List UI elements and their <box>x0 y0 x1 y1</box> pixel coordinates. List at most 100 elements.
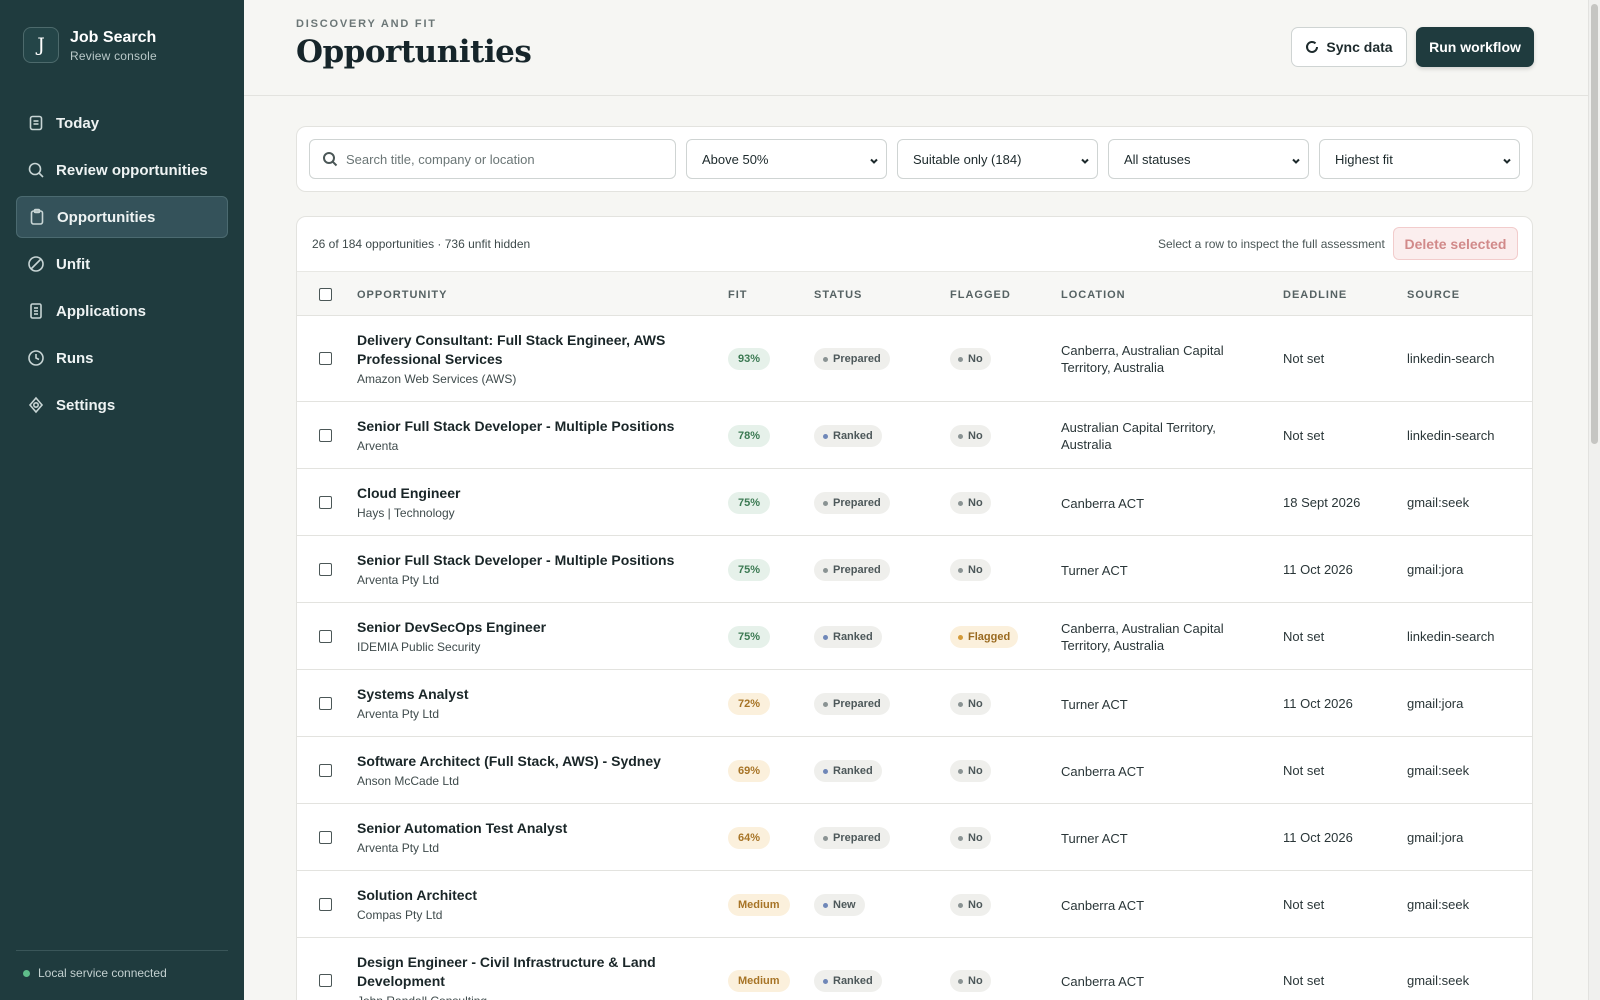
status-badge: Ranked <box>814 970 882 992</box>
status-dot-icon <box>823 978 828 984</box>
flagged-badge-label: No <box>968 975 983 987</box>
clipboard-icon <box>28 208 46 226</box>
page-scrollbar[interactable] <box>1588 0 1600 1000</box>
column-source[interactable]: SOURCE <box>1407 289 1461 301</box>
flagged-badge-label: No <box>968 899 983 911</box>
row-checkbox[interactable] <box>319 352 332 365</box>
table-row[interactable]: Senior DevSecOps Engineer IDEMIA Public S… <box>297 603 1532 670</box>
status-dot-icon <box>823 567 828 573</box>
column-fit[interactable]: FIT <box>728 289 748 301</box>
opportunity-title: Cloud Engineer <box>357 485 461 501</box>
calendar-icon <box>27 114 45 132</box>
flag-dot-icon <box>958 768 963 774</box>
location-cell: Canberra ACT <box>1061 974 1145 989</box>
row-checkbox[interactable] <box>319 831 332 844</box>
table-row[interactable]: Delivery Consultant: Full Stack Engineer… <box>297 316 1532 402</box>
flag-dot-icon <box>958 701 963 707</box>
flag-dot-icon <box>958 356 963 362</box>
search-input[interactable] <box>346 151 666 167</box>
table-header: OPPORTUNITY FIT STATUS FLAGGED LOCATION … <box>297 271 1532 316</box>
document-icon <box>27 302 45 320</box>
select-all-checkbox[interactable] <box>319 288 332 301</box>
status-dot-icon <box>823 701 828 707</box>
row-checkbox[interactable] <box>319 630 332 643</box>
status-badge-label: Ranked <box>833 430 873 442</box>
brand-title: Job Search <box>70 28 157 46</box>
row-checkbox[interactable] <box>319 974 332 987</box>
deadline-cell: 11 Oct 2026 <box>1283 696 1353 711</box>
service-status-text: Local service connected <box>38 966 167 980</box>
opportunity-title: Solution Architect <box>357 887 478 903</box>
suitability-value: Suitable only (184) <box>913 151 1022 167</box>
row-checkbox[interactable] <box>319 697 332 710</box>
status-badge: Ranked <box>814 626 882 648</box>
column-location[interactable]: LOCATION <box>1061 289 1126 301</box>
column-flagged[interactable]: FLAGGED <box>950 289 1011 301</box>
service-status: Local service connected <box>23 951 228 980</box>
sidebar-item-settings[interactable]: Settings <box>16 384 228 426</box>
opportunity-cell: Senior Full Stack Developer - Multiple P… <box>357 551 677 588</box>
sidebar-item-unfit[interactable]: Unfit <box>16 243 228 285</box>
opportunity-title: Senior DevSecOps Engineer <box>357 619 547 635</box>
flagged-badge-label: No <box>968 765 983 777</box>
fit-badge: Medium <box>728 894 790 916</box>
opportunity-cell: Design Engineer - Civil Infrastructure &… <box>357 953 677 1000</box>
sidebar-item-opportunities[interactable]: Opportunities <box>16 196 228 238</box>
table-row[interactable]: Senior Full Stack Developer - Multiple P… <box>297 536 1532 603</box>
fit-threshold-value: Above 50% <box>702 151 769 167</box>
flag-dot-icon <box>958 835 963 841</box>
column-status[interactable]: STATUS <box>814 289 863 301</box>
table-row[interactable]: Software Architect (Full Stack, AWS) - S… <box>297 737 1532 804</box>
table-row[interactable]: Design Engineer - Civil Infrastructure &… <box>297 938 1532 1000</box>
status-select[interactable]: All statuses <box>1108 139 1309 179</box>
location-cell: Turner ACT <box>1061 831 1128 846</box>
flagged-badge: No <box>950 559 991 581</box>
search-box[interactable] <box>309 139 676 179</box>
opportunity-company: Arventa <box>357 439 399 453</box>
table-row[interactable]: Solution Architect Compas Pty Ltd Medium Ne… <box>297 871 1532 938</box>
sidebar-nav: Today Review opportunities Opportunities… <box>16 102 228 431</box>
deadline-cell: Not set <box>1283 973 1325 988</box>
sidebar: J Job Search Review console Today Review… <box>0 0 244 1000</box>
table-row[interactable]: Cloud Engineer Hays | Technology 75% Prepar… <box>297 469 1532 536</box>
fit-threshold-select[interactable]: Above 50% <box>686 139 887 179</box>
row-checkbox[interactable] <box>319 764 332 777</box>
column-opportunity[interactable]: OPPORTUNITY <box>357 289 448 301</box>
table-row[interactable]: Systems Analyst Arventa Pty Ltd 72% Prepare… <box>297 670 1532 737</box>
sidebar-item-today[interactable]: Today <box>16 102 228 144</box>
row-checkbox[interactable] <box>319 563 332 576</box>
sidebar-item-review-opportunities[interactable]: Review opportunities <box>16 149 228 191</box>
flag-dot-icon <box>958 902 963 908</box>
page-eyebrow: DISCOVERY AND FIT <box>296 18 437 30</box>
opportunity-company: Amazon Web Services (AWS) <box>357 372 517 386</box>
sidebar-item-applications[interactable]: Applications <box>16 290 228 332</box>
row-checkbox[interactable] <box>319 496 332 509</box>
brand[interactable]: J Job Search Review console <box>23 27 157 63</box>
page-header: DISCOVERY AND FIT Opportunities Sync dat… <box>244 0 1588 96</box>
suitability-select[interactable]: Suitable only (184) <box>897 139 1098 179</box>
status-badge: Prepared <box>814 827 890 849</box>
fit-badge: Medium <box>728 970 790 992</box>
sidebar-item-runs[interactable]: Runs <box>16 337 228 379</box>
deadline-cell: Not set <box>1283 897 1325 912</box>
run-workflow-button[interactable]: Run workflow <box>1416 27 1534 67</box>
scrollbar-thumb[interactable] <box>1591 4 1598 444</box>
fit-badge: 75% <box>728 492 771 514</box>
opportunity-cell: Cloud Engineer Hays | Technology <box>357 484 677 521</box>
sidebar-item-label: Runs <box>56 349 94 367</box>
opportunity-company: Hays | Technology <box>357 506 455 520</box>
row-checkbox[interactable] <box>319 898 332 911</box>
delete-selected-button[interactable]: Delete selected <box>1393 227 1518 260</box>
source-cell: linkedin-search <box>1407 428 1495 443</box>
table-row[interactable]: Senior Full Stack Developer - Multiple P… <box>297 402 1532 469</box>
sort-value: Highest fit <box>1335 151 1393 167</box>
sort-select[interactable]: Highest fit <box>1319 139 1520 179</box>
sync-data-label: Sync data <box>1326 39 1393 55</box>
row-checkbox[interactable] <box>319 429 332 442</box>
status-badge: New <box>814 894 865 916</box>
status-badge-label: Prepared <box>833 497 881 509</box>
table-row[interactable]: Senior Automation Test Analyst Arventa Pt… <box>297 804 1532 871</box>
column-deadline[interactable]: DEADLINE <box>1283 289 1348 301</box>
search-icon <box>27 161 45 179</box>
sync-data-button[interactable]: Sync data <box>1291 27 1407 67</box>
